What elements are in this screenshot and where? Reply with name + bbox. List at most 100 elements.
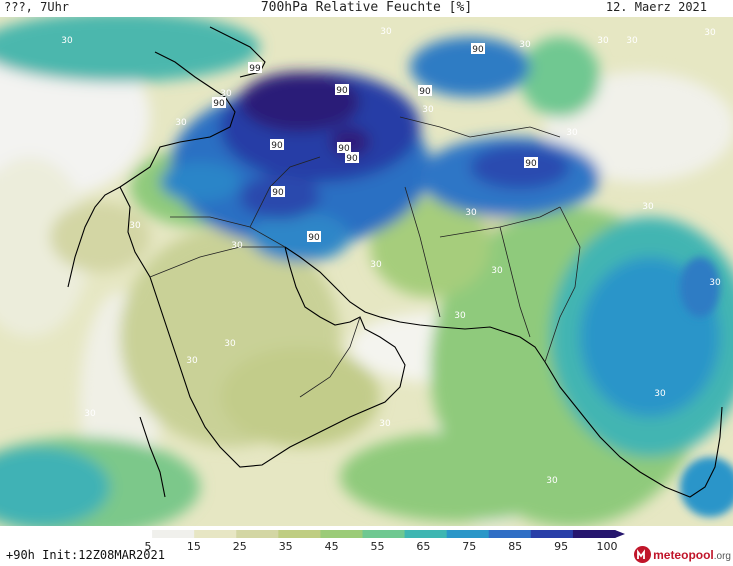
contour-label-text: 30 [186, 356, 198, 366]
contour-label-text: 30 [129, 221, 141, 231]
contour-label: 30 [454, 311, 466, 321]
contour-label-text: 30 [370, 260, 382, 270]
contour-label: 90 [270, 139, 284, 151]
contour-label: 30 [129, 221, 141, 231]
contour-label-text: 30 [61, 36, 73, 46]
contour-label: 30 [186, 356, 198, 366]
contour-label-text: 30 [84, 409, 96, 419]
legend-tick-label: 5 [145, 540, 152, 553]
contour-label: 30 [546, 476, 558, 486]
legend-tick-label: 25 [233, 540, 247, 553]
contour-label: 90 [307, 231, 321, 243]
coastlines [67, 26, 723, 498]
init-time-label: +90h Init:12Z08MAR2021 [6, 548, 165, 562]
contour-label: 30 [175, 118, 187, 128]
contour-label-text: 90 [419, 87, 431, 97]
meteopool-logo[interactable]: meteopool.org [634, 546, 731, 563]
contour-label: 30 [704, 28, 716, 38]
contour-label-text: 90 [336, 86, 348, 96]
contour-label-text: 30 [224, 339, 236, 349]
contour-label: 30 [597, 36, 609, 46]
contour-label-text: 90 [271, 141, 283, 151]
contour-label-text: 90 [272, 188, 284, 198]
contour-label: 30 [231, 241, 243, 251]
contour-label-text: 90 [525, 159, 537, 169]
contour-label: 90 [471, 43, 485, 55]
contour-label-text: 30 [546, 476, 558, 486]
contour-label: 30 [220, 89, 232, 99]
contour-label: 30 [491, 266, 503, 276]
contour-label-text: 30 [597, 36, 609, 46]
legend-swatch [530, 530, 574, 538]
contour-label: 90 [418, 85, 432, 97]
contour-label-text: 30 [642, 202, 654, 212]
contour-label: 90 [271, 186, 285, 198]
legend-swatch [572, 530, 616, 538]
contour-label: 30 [642, 202, 654, 212]
legend-swatch [152, 530, 195, 538]
contour-label-text: 30 [220, 89, 232, 99]
legend-tick-label: 95 [554, 540, 568, 553]
contour-label: 30 [519, 40, 531, 50]
contour-label-text: 90 [213, 99, 225, 109]
legend-swatch [404, 530, 448, 538]
contour-label: 30 [61, 36, 73, 46]
legend-tick-label: 35 [279, 540, 293, 553]
legend-tick-label: 85 [508, 540, 522, 553]
color-scale-legend: 5 15 25 35 45 55 65 75 85 95 100 [110, 530, 625, 553]
legend-tick-label: 65 [416, 540, 430, 553]
legend-swatch [110, 530, 153, 538]
contour-label: 30 [709, 278, 721, 288]
contour-label-text: 30 [626, 36, 638, 46]
legend-swatch [236, 530, 279, 538]
contour-label-text: 30 [491, 266, 503, 276]
contour-label: 30 [422, 105, 434, 115]
contour-label: 99 [248, 62, 262, 74]
legend-swatch [362, 530, 406, 538]
contour-label-text: 30 [566, 128, 578, 138]
contour-label-text: 30 [379, 419, 391, 429]
contour-label: 30 [379, 419, 391, 429]
contour-label-text: 30 [654, 389, 666, 399]
contour-label: 90 [212, 97, 226, 109]
contour-label-text: 30 [380, 27, 392, 37]
contour-label-text: 30 [465, 208, 477, 218]
contour-label-text: 30 [231, 241, 243, 251]
contour-label: 90 [345, 152, 359, 164]
legend-tick-label: 55 [371, 540, 385, 553]
contour-label-text: 30 [175, 118, 187, 128]
legend-arrow [615, 530, 625, 538]
contour-label: 30 [380, 27, 392, 37]
humidity-field [0, 17, 733, 526]
country-borders [149, 116, 581, 398]
contour-label-text: 30 [519, 40, 531, 50]
map-title: 700hPa Relative Feuchte [%] [260, 0, 473, 15]
contour-label: 30 [224, 339, 236, 349]
contour-label: 90 [335, 84, 349, 96]
contour-label: 30 [654, 389, 666, 399]
contour-label: 30 [84, 409, 96, 419]
legend-swatch [320, 530, 363, 538]
contour-label-text: 30 [422, 105, 434, 115]
legend-swatch [488, 530, 532, 538]
legend-tick-label: 15 [187, 540, 201, 553]
contour-label-text: 90 [308, 233, 320, 243]
contour-label-text: 99 [249, 64, 261, 74]
contour-label-text: 30 [709, 278, 721, 288]
brand-suffix: .org [713, 550, 731, 562]
legend-tick-label: 45 [325, 540, 339, 553]
legend-swatch [194, 530, 237, 538]
contour-label-text: 90 [346, 154, 358, 164]
contour-label: 30 [465, 208, 477, 218]
legend-tick-label: 100 [597, 540, 618, 553]
contour-label-text: 90 [472, 45, 484, 55]
contour-label-text: 90 [338, 144, 350, 154]
legend-tick-label: 75 [462, 540, 476, 553]
legend-swatch [446, 530, 490, 538]
legend-swatch [278, 530, 321, 538]
contour-label-text: 30 [454, 311, 466, 321]
contour-label: 30 [626, 36, 638, 46]
contour-label: 90 [524, 157, 538, 169]
